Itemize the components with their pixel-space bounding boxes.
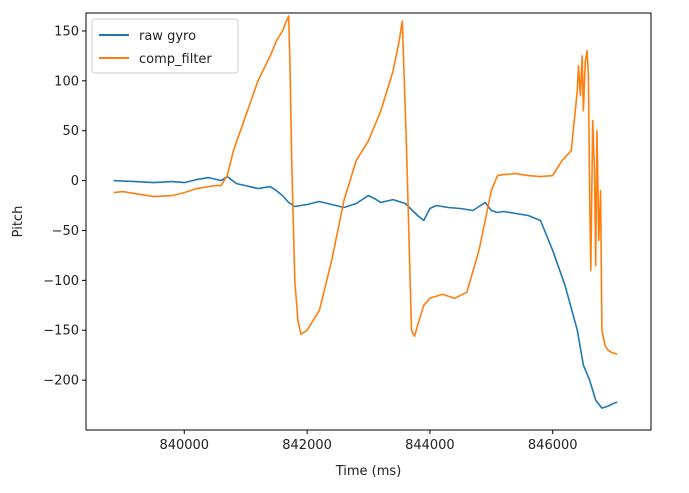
x-axis-ticks: 840000 842000 844000 846000 [159, 430, 578, 453]
legend: raw gyro comp_filter [91, 18, 239, 74]
y-tick-label: 50 [62, 124, 79, 139]
y-tick-label: −100 [43, 274, 79, 289]
series-line-1 [113, 15, 618, 355]
y-tick-label: 150 [54, 24, 79, 39]
x-tick-label: 846000 [528, 438, 578, 453]
y-tick-label: −200 [43, 374, 79, 389]
x-tick-label: 842000 [282, 438, 332, 453]
series-line-0 [113, 175, 618, 409]
y-axis-ticks: −200 −150 −100 −50 0 50 100 150 [43, 24, 86, 389]
legend-label: comp_filter [139, 52, 212, 67]
x-tick-label: 844000 [405, 438, 455, 453]
y-tick-label: 100 [54, 74, 79, 89]
y-tick-label: −50 [52, 224, 79, 239]
x-tick-label: 840000 [159, 438, 209, 453]
plot-frame [85, 12, 652, 431]
legend-box [91, 18, 239, 74]
y-axis-label: Pitch [11, 206, 26, 238]
legend-label: raw gyro [139, 29, 196, 44]
y-tick-label: 0 [71, 174, 79, 189]
plot-lines [113, 15, 618, 409]
x-axis-label: Time (ms) [335, 464, 402, 479]
y-tick-label: −150 [43, 324, 79, 339]
